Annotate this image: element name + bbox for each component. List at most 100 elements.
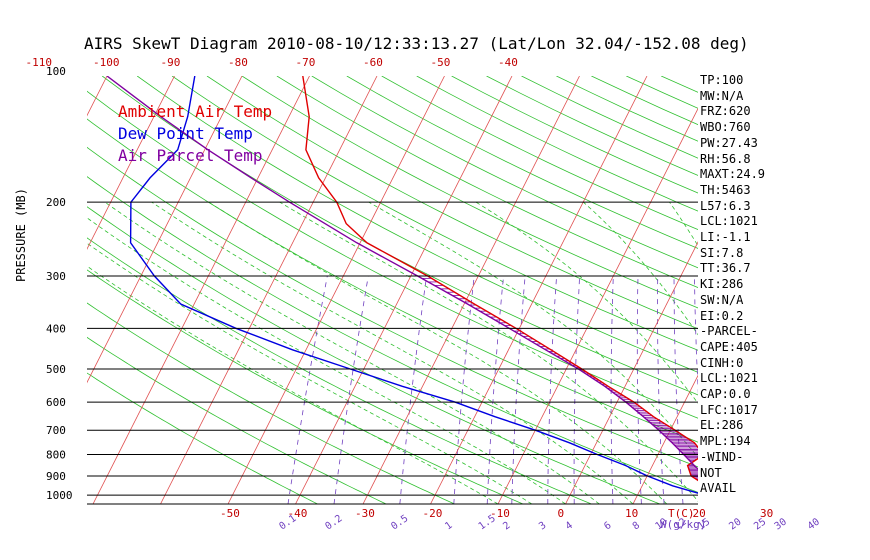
dry-adiabat (241, 76, 698, 309)
mixing-ratio-line (636, 275, 642, 504)
index-value: SI:7.8 (700, 245, 744, 260)
mixing-ratio-tick-label: 0.5 (389, 513, 410, 532)
mixing-ratio-tick-label: 3 (537, 520, 548, 532)
y-tick-label: 500 (46, 363, 66, 376)
index-value: L57:6.3 (700, 198, 751, 213)
top-temp-tick-label: -70 (296, 56, 316, 69)
index-value: LCL:1021 (700, 214, 758, 229)
chart-title: AIRS SkewT Diagram 2010-08-10/12:33:13.2… (84, 34, 749, 53)
moist-adiabat (87, 217, 566, 504)
bottom-temp-tick-label: -40 (288, 507, 308, 520)
isotherm (87, 76, 243, 384)
y-tick-label: 1000 (46, 489, 73, 502)
ambient-temp-line (302, 76, 698, 482)
dry-adiabat (206, 76, 698, 330)
mixing-ratio-line (547, 275, 557, 504)
top-temp-tick-label: -90 (161, 56, 181, 69)
dry-adiabat (87, 206, 661, 504)
top-temp-tick-label: -40 (498, 56, 518, 69)
bottom-temp-tick-label: -30 (355, 507, 375, 520)
moist-adiabat (368, 201, 698, 459)
bottom-temp-tick-label: -20 (423, 507, 443, 520)
y-axis-label: PRESSURE (MB) (14, 188, 28, 282)
index-value: EL:286 (700, 418, 744, 433)
y-tick-label: 800 (46, 449, 66, 462)
mixing-ratio-unit-label: W(g/kg) (660, 518, 706, 531)
top-temp-tick-label: -60 (363, 56, 383, 69)
legend-ambient: Ambient Air Temp (118, 102, 273, 121)
dry-adiabat (87, 90, 698, 419)
index-value: AVAIL (700, 481, 737, 496)
isotherm (295, 76, 513, 504)
mixing-ratio-line (573, 275, 580, 504)
pressure-lines (87, 201, 698, 505)
mixing-ratio-line (789, 276, 817, 504)
mixing-ratio-tick-label: 8 (631, 520, 642, 532)
isotherm (430, 76, 648, 504)
index-value: KI:286 (700, 277, 744, 292)
index-value: FRZ:620 (700, 104, 751, 119)
bottom-temp-tick-label: 30 (760, 507, 773, 520)
dry-adiabat (311, 76, 698, 269)
y-tick-label: 400 (46, 322, 66, 335)
top-temp-tick-label: -100 (93, 56, 120, 69)
moist-adiabat (583, 201, 698, 336)
index-value: CAPE:405 (700, 339, 758, 354)
isotherm (362, 76, 580, 504)
dry-adiabat (87, 372, 318, 504)
dry-adiabat (171, 76, 698, 351)
index-value: NOT (700, 465, 722, 480)
mixing-ratio-line (694, 275, 698, 395)
dry-adiabat (87, 176, 698, 493)
isotherms (87, 76, 698, 504)
dry-adiabat (87, 118, 698, 443)
dry-adiabat (87, 269, 524, 504)
index-value: -PARCEL- (700, 324, 758, 339)
bottom-temp-tick-label: 10 (625, 507, 638, 520)
mixing-ratio-tick-label: 2 (501, 520, 512, 532)
isotherm (160, 76, 378, 504)
moist-adiabat (104, 201, 600, 504)
isotherm (92, 76, 310, 504)
index-value: EI:0.2 (700, 308, 744, 323)
isotherm (497, 107, 698, 504)
top-temp-tick-label: -50 (431, 56, 451, 69)
isotherm (227, 76, 445, 504)
index-value: MW:N/A (700, 88, 744, 103)
top-temp-tick-label: -80 (228, 56, 248, 69)
isotherm (87, 76, 175, 250)
top-temp-tick-label: -110 (26, 56, 53, 69)
dry-adiabat (87, 146, 698, 468)
moist-adiabat (279, 201, 698, 502)
mixing-ratio-tick-label: 1 (443, 520, 454, 532)
mixing-ratio-tick-label: 0.2 (323, 513, 344, 532)
y-tick-label: 100 (46, 65, 66, 78)
bottom-temp-tick-label: -50 (220, 507, 240, 520)
mixing-ratio-tick-label: 4 (564, 520, 575, 532)
index-value: LFC:1017 (700, 402, 758, 417)
y-tick-label: 600 (46, 396, 66, 409)
mixing-ratio-line (486, 275, 504, 504)
bottom-temp-tick-label: 20 (693, 507, 706, 520)
tick-labels: 1002003004005006007008009001000-120-110-… (26, 56, 822, 533)
index-value: WBO:760 (700, 120, 751, 135)
dry-adiabat (136, 76, 698, 373)
index-value: LCL:1021 (700, 371, 758, 386)
index-value: TP:100 (700, 73, 744, 87)
mixing-ratio-tick-label: 20 (727, 517, 743, 533)
mixing-ratio-tick-label: 6 (602, 520, 613, 532)
y-tick-label: 900 (46, 470, 66, 483)
dry-adiabat (87, 336, 387, 504)
index-value: CINH:0 (700, 355, 744, 370)
index-value: MAXT:24.9 (700, 167, 766, 182)
dry-adiabat (87, 302, 455, 504)
moist-adiabat (87, 242, 533, 504)
y-tick-label: 200 (46, 196, 66, 209)
y-tick-label: 700 (46, 424, 66, 437)
index-value: SW:N/A (700, 292, 744, 307)
mixing-ratio-line (399, 275, 427, 504)
moist-adiabat (475, 201, 698, 404)
isotherm (632, 374, 698, 504)
index-value: PW:27.43 (700, 135, 758, 150)
